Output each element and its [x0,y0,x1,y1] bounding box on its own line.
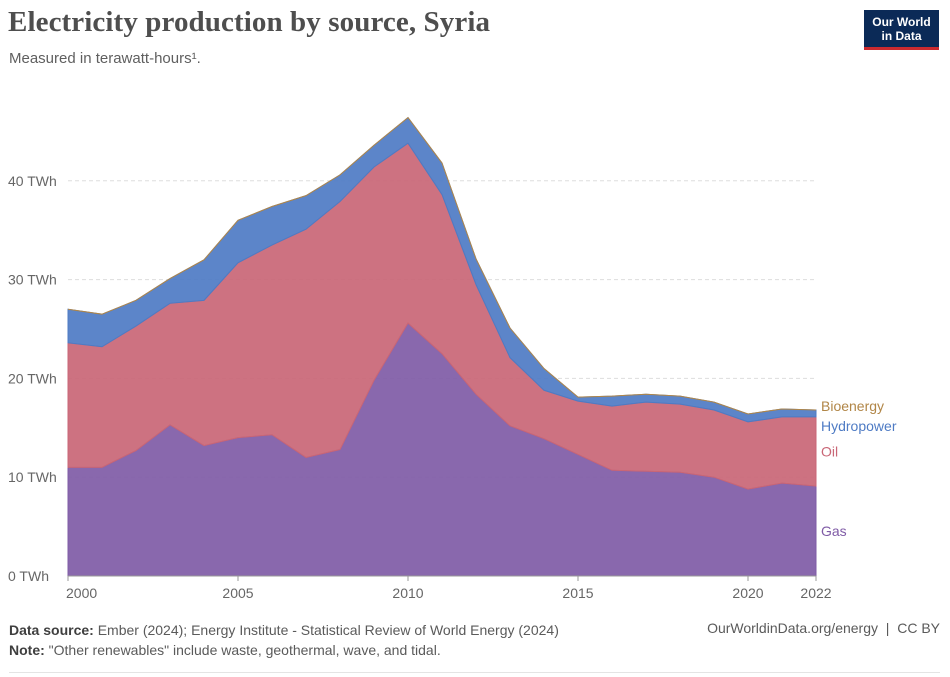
x-tick-label: 2000 [66,585,97,601]
x-tick-label: 2020 [732,585,763,601]
owid-link[interactable]: OurWorldinData.org/energy [707,620,878,636]
x-tick-label: 2022 [800,585,831,601]
y-tick-label: 0 TWh [8,568,49,584]
x-tick-label: 2005 [222,585,253,601]
y-tick-label: 30 TWh [8,272,57,288]
note-label: Note: [9,642,45,658]
legend-bioenergy: Bioenergy [821,398,884,414]
note-text: "Other renewables" include waste, geothe… [44,642,441,658]
y-tick-label: 40 TWh [8,173,57,189]
license-link[interactable]: CC BY [897,620,940,636]
x-tick-label: 2015 [562,585,593,601]
footer-attribution: OurWorldinData.org/energy | CC BY [707,620,940,636]
y-tick-label: 20 TWh [8,370,57,386]
legend-hydropower: Hydropower [821,418,897,434]
y-tick-label: 10 TWh [8,469,57,485]
footer-divider [9,672,940,673]
footer-separator: | [881,620,894,636]
footer-notes: Data source: Ember (2024); Energy Instit… [9,620,559,660]
logo-line-2: in Data [881,29,922,43]
chart-subtitle: Measured in terawatt-hours¹. [9,50,201,67]
owid-logo[interactable]: Our World in Data [864,10,939,50]
legend-gas: Gas [821,523,847,539]
x-tick-label: 2010 [392,585,423,601]
legend-oil: Oil [821,444,838,460]
chart-title: Electricity production by source, Syria [8,6,491,38]
logo-line-1: Our World [872,15,931,29]
area-bioenergy [67,116,817,415]
source-text: Ember (2024); Energy Institute - Statist… [93,622,559,638]
source-label: Data source: [9,622,94,638]
